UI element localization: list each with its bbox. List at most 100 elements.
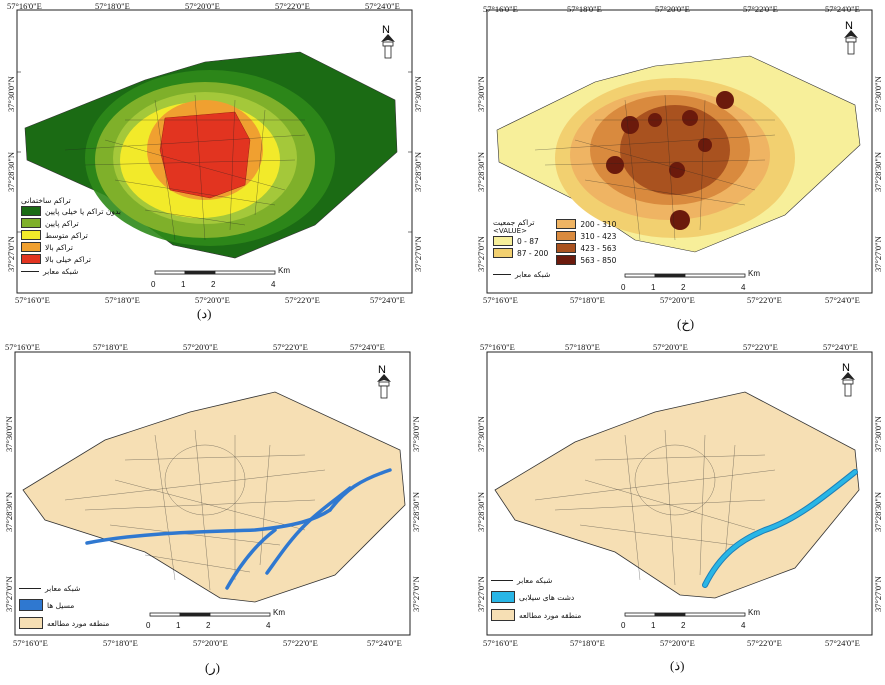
coord-bottom-3: 57°20'0"E bbox=[660, 638, 695, 648]
coord-bottom-5: 57°24'0"E bbox=[367, 638, 402, 648]
coord-top-5: 57°24'0"E bbox=[365, 1, 400, 11]
map-panel-population-density: 57°16'0"E 57°18'0"E 57°20'0"E 57°22'0"E … bbox=[455, 0, 885, 331]
coord-left-1: 37°30'0"N bbox=[476, 416, 486, 452]
legend-item: تراکم پایین bbox=[21, 217, 141, 229]
coord-top-1: 57°16'0"E bbox=[480, 342, 515, 352]
legend-item: بدون تراکم یا خیلی پایین bbox=[21, 205, 141, 217]
coord-right-1: 37°30'0"N bbox=[873, 76, 883, 112]
legend-title: تراکم ساختمانی bbox=[21, 196, 71, 205]
legend: شبکه معابر دشت های سیلابی منطقه مورد مطا… bbox=[491, 572, 611, 624]
coord-bottom-2: 57°18'0"E bbox=[570, 638, 605, 648]
scale-tick-0: 0 bbox=[621, 621, 626, 630]
scale-unit: Km bbox=[273, 608, 285, 617]
coord-top-4: 57°22'0"E bbox=[743, 342, 778, 352]
north-arrow-icon: N bbox=[844, 20, 858, 55]
legend: تراکم ساختمانی بدون تراکم یا خیلی پایین … bbox=[21, 196, 141, 277]
coord-right-3: 37°27'0"N bbox=[873, 236, 883, 272]
scale-unit: Km bbox=[278, 266, 290, 275]
map-frame bbox=[486, 9, 873, 294]
scale-tick-1: 1 bbox=[181, 280, 186, 289]
legend-title: تراکم جمعیت bbox=[493, 218, 535, 227]
legend-item: 200 - 310 bbox=[556, 218, 616, 230]
legend-item: تراکم متوسط bbox=[21, 229, 141, 241]
map-frame bbox=[486, 351, 873, 636]
panel-caption: (ر) bbox=[205, 660, 220, 675]
coord-top-2: 57°18'0"E bbox=[567, 4, 602, 14]
scale-tick-2: 2 bbox=[211, 280, 216, 289]
coord-left-2: 37°28'30"N bbox=[4, 491, 14, 532]
coord-bottom-4: 57°22'0"E bbox=[747, 638, 782, 648]
map-frame bbox=[14, 351, 411, 636]
scale-tick-1: 1 bbox=[651, 621, 656, 630]
legend: تراکم جمعیت <VALUE> 0 - 87 87 - 200 200 … bbox=[493, 218, 643, 280]
scale-bar bbox=[154, 270, 276, 275]
scale-tick-2: 2 bbox=[681, 283, 686, 292]
scale-tick-4: 4 bbox=[266, 621, 271, 630]
coord-left-2: 37°28'30"N bbox=[476, 491, 486, 532]
coord-top-1: 57°16'0"E bbox=[7, 1, 42, 11]
coord-top-2: 57°18'0"E bbox=[565, 342, 600, 352]
stream-lines bbox=[85, 468, 392, 590]
legend-swatch bbox=[21, 230, 41, 240]
legend-item: منطقه مورد مطالعه bbox=[491, 606, 611, 624]
scale-tick-4: 4 bbox=[741, 283, 746, 292]
legend-swatch bbox=[556, 219, 577, 229]
scale-tick-1: 1 bbox=[176, 621, 181, 630]
legend-item: تراکم خیلی بالا bbox=[21, 253, 141, 265]
scale-tick-0: 0 bbox=[621, 283, 626, 292]
road-network bbox=[534, 94, 776, 241]
coord-top-5: 57°24'0"E bbox=[825, 4, 860, 14]
legend-item: شبکه معابر bbox=[19, 580, 139, 596]
map-frame bbox=[16, 9, 413, 294]
coord-bottom-5: 57°24'0"E bbox=[825, 638, 860, 648]
coord-right-2: 37°28'30"N bbox=[411, 491, 421, 532]
legend-col-2: 200 - 310 310 - 423 423 - 563 563 - 850 bbox=[556, 218, 616, 266]
coord-right-3: 37°27'0"N bbox=[411, 576, 421, 612]
north-arrow-icon: N bbox=[381, 24, 395, 59]
panel-caption: (خ) bbox=[677, 316, 695, 331]
study-area bbox=[22, 391, 406, 603]
coord-right-1: 37°30'0"N bbox=[873, 416, 883, 452]
coord-bottom-5: 57°24'0"E bbox=[370, 295, 405, 305]
coord-left-1: 37°30'0"N bbox=[4, 416, 14, 452]
study-area bbox=[494, 391, 860, 599]
legend-item: 423 - 563 bbox=[556, 242, 616, 254]
road-network bbox=[64, 94, 306, 241]
svg-text:N: N bbox=[378, 364, 386, 376]
coord-right-1: 37°30'0"N bbox=[413, 76, 423, 112]
coord-left-3: 37°27'0"N bbox=[6, 236, 16, 272]
coord-top-3: 57°20'0"E bbox=[655, 4, 690, 14]
north-arrow-icon: N bbox=[841, 362, 855, 397]
coord-right-2: 37°28'30"N bbox=[873, 491, 883, 532]
coord-bottom-3: 57°20'0"E bbox=[660, 295, 695, 305]
scale-tick-0: 0 bbox=[146, 621, 151, 630]
scale-tick-2: 2 bbox=[681, 621, 686, 630]
legend: شبکه معابر مسیل ها منطقه مورد مطالعه bbox=[19, 580, 139, 632]
map-panel-floodplains: 57°16'0"E 57°18'0"E 57°20'0"E 57°22'0"E … bbox=[455, 340, 885, 673]
coord-top-3: 57°20'0"E bbox=[653, 342, 688, 352]
road-network bbox=[534, 429, 776, 586]
panel-caption: (ذ) bbox=[670, 658, 685, 673]
scale-bar bbox=[149, 612, 271, 617]
legend-item: شبکه معابر bbox=[493, 268, 643, 280]
legend-swatch bbox=[19, 599, 43, 611]
svg-text:N: N bbox=[842, 362, 850, 374]
scale-bar bbox=[624, 612, 746, 617]
legend-subtitle: <VALUE> bbox=[493, 227, 527, 235]
coord-bottom-2: 57°18'0"E bbox=[570, 295, 605, 305]
scale-tick-0: 0 bbox=[151, 280, 156, 289]
map-panel-building-density: 57°16'0"E 57°18'0"E 57°20'0"E 57°22'0"E … bbox=[5, 0, 435, 321]
coord-bottom-3: 57°20'0"E bbox=[193, 638, 228, 648]
coord-bottom-1: 57°16'0"E bbox=[13, 638, 48, 648]
legend-swatch bbox=[21, 206, 41, 216]
scale-unit: Km bbox=[748, 269, 760, 278]
legend-swatch bbox=[491, 591, 515, 603]
coord-bottom-4: 57°22'0"E bbox=[747, 295, 782, 305]
coord-top-2: 57°18'0"E bbox=[93, 342, 128, 352]
scale-tick-4: 4 bbox=[271, 280, 276, 289]
coord-top-1: 57°16'0"E bbox=[5, 342, 40, 352]
legend-item: 87 - 200 bbox=[493, 247, 548, 259]
legend-item: مسیل ها bbox=[19, 596, 139, 614]
coord-right-1: 37°30'0"N bbox=[411, 416, 421, 452]
coord-bottom-1: 57°16'0"E bbox=[483, 638, 518, 648]
